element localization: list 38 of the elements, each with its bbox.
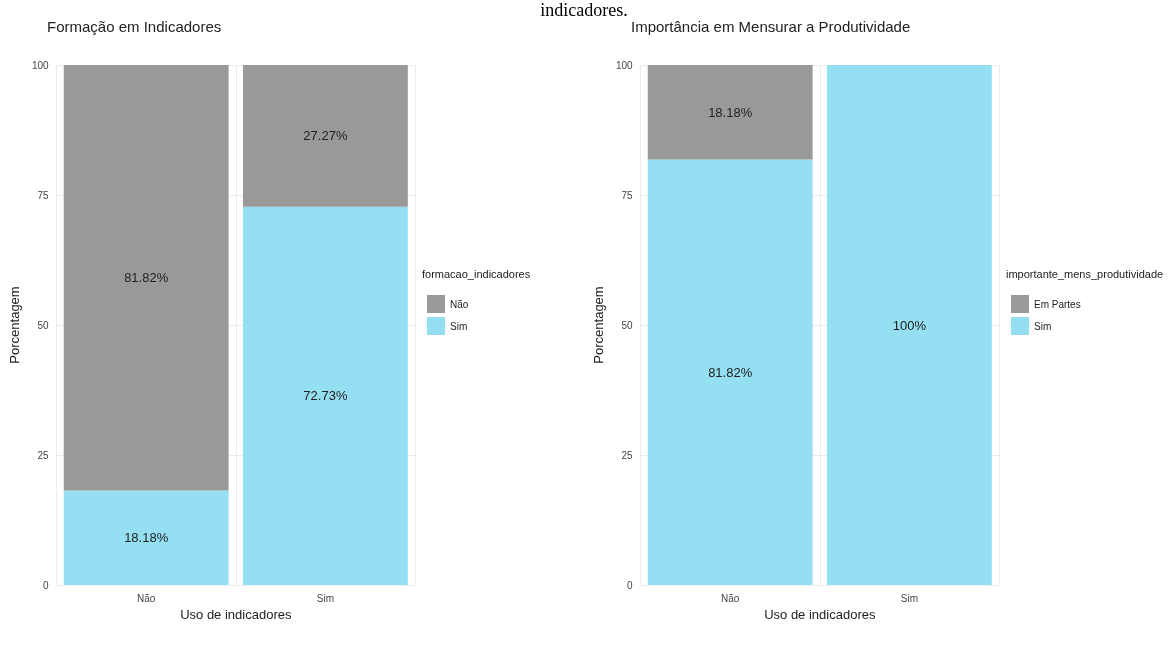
- legend-label: Em Partes: [1034, 298, 1081, 310]
- y-axis-title: Porcentagem: [7, 286, 22, 364]
- data-label: 81.82%: [708, 364, 753, 380]
- x-tick-label: Não: [137, 592, 156, 604]
- data-label: 18.18%: [124, 530, 169, 546]
- data-label: 81.82%: [124, 270, 169, 286]
- y-tick-label: 50: [621, 319, 634, 331]
- x-tick-label: Sim: [316, 592, 335, 604]
- data-label: 27.27%: [303, 128, 348, 144]
- bar: [242, 206, 408, 585]
- text: indicadores.: [540, 0, 628, 20]
- legend-title: formacao_indicadores: [422, 267, 531, 280]
- legend-label: Sim: [450, 320, 468, 332]
- legend-label: Sim: [1034, 320, 1052, 332]
- y-tick-label: 25: [37, 449, 50, 461]
- data-label: 100%: [892, 317, 927, 333]
- data-label: 72.73%: [303, 388, 348, 404]
- y-tick-label: 0: [43, 579, 50, 591]
- bar: [63, 65, 229, 491]
- legend-label: Não: [450, 298, 469, 310]
- y-tick-label: 100: [31, 59, 50, 71]
- y-tick-label: 100: [615, 59, 634, 71]
- data-label: 18.18%: [708, 104, 753, 120]
- y-tick-label: 25: [621, 449, 634, 461]
- bar: [242, 65, 408, 207]
- x-axis-title: Uso de indicadores: [764, 606, 876, 622]
- y-tick-label: 0: [627, 579, 634, 591]
- x-tick-label: Sim: [900, 592, 919, 604]
- y-axis-title: Porcentagem: [591, 286, 606, 364]
- y-tick-label: 50: [37, 319, 50, 331]
- x-tick-label: Não: [721, 592, 740, 604]
- y-tick-label: 75: [37, 189, 50, 201]
- x-axis-title: Uso de indicadores: [180, 606, 292, 622]
- legend-title: importante_mens_produtividade: [1006, 267, 1164, 280]
- chart-title: Formação em Indicadores: [47, 18, 222, 35]
- chart-title: Importância em Mensurar a Produtividade: [631, 18, 911, 35]
- y-tick-label: 75: [621, 189, 634, 201]
- bar: [63, 490, 229, 585]
